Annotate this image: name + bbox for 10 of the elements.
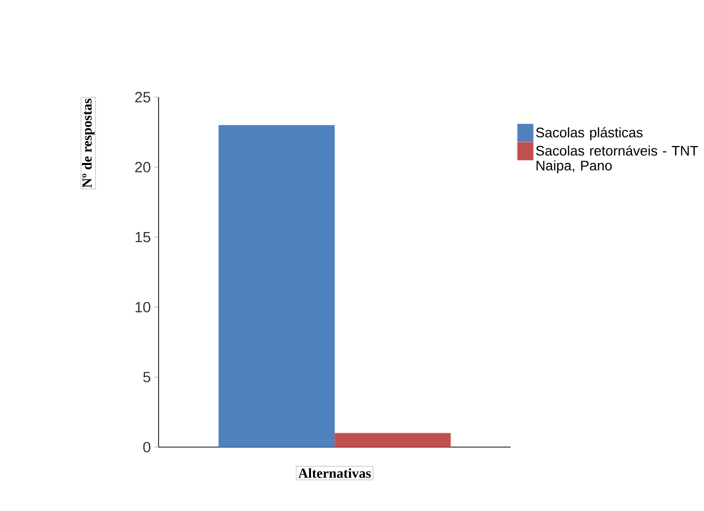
x-axis-title: Alternativas <box>298 468 371 478</box>
y-tick-label: 20 <box>135 162 150 173</box>
legend-label: Sacolas plásticas <box>536 127 643 140</box>
y-axis-title: Nº de respostas <box>82 98 95 188</box>
legend-label: Sacolas retornáveis - TNT Naipa, Pano <box>536 146 698 174</box>
y-tick-label: 15 <box>136 232 150 243</box>
y-tick-label: 5 <box>143 372 150 382</box>
y-tick-label: 10 <box>136 302 150 313</box>
y-tick-label: 25 <box>135 92 150 103</box>
y-tick-label: 0 <box>143 442 150 453</box>
